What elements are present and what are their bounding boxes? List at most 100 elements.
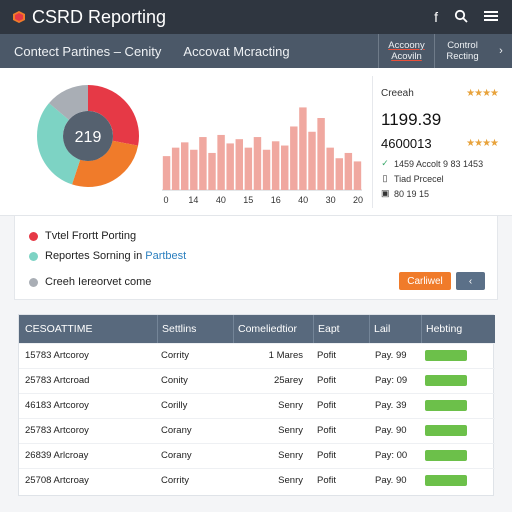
table-cell: 25708 Artcroay xyxy=(25,475,89,486)
x-tick-label: 40 xyxy=(298,195,308,205)
table-cell: Corany xyxy=(161,450,192,461)
calendar-icon: ▣ xyxy=(381,188,390,198)
table-row[interactable]: 25783 Artcroad Conity 25arey Pofit Pay: 09 xyxy=(19,368,495,391)
info-link[interactable]: Partbest xyxy=(145,250,187,262)
table-cell: Pofit xyxy=(317,450,337,461)
bar xyxy=(271,141,280,190)
back-button[interactable]: ‹ xyxy=(456,272,485,290)
bar xyxy=(344,152,353,190)
table-row[interactable]: 26839 Arlcroay Corany Senry Pofit Pay: 00 xyxy=(19,443,495,466)
table-cell: Corrity xyxy=(161,475,189,486)
table-cell: Senry xyxy=(278,450,303,461)
table-row[interactable]: 25783 Artcoroy Corany Senry Pofit Pay. 90 xyxy=(19,418,495,441)
rating-stars-icon: ★★★★ xyxy=(466,138,499,149)
column-header[interactable]: Eapt xyxy=(313,315,340,343)
donut-segment xyxy=(37,85,139,187)
info-text: Tvtel Frortt Porting xyxy=(45,230,137,242)
table-cell: Pofit xyxy=(317,425,337,436)
bar xyxy=(162,156,171,190)
bar xyxy=(317,118,325,190)
info-text: Creeh Iereorvet come xyxy=(45,276,152,288)
info-text: Reportes Sorning in xyxy=(45,250,143,262)
overview-card: 219 0 14 40 15 16 40 30 20 Creeah ★★★★ 1199.39 … xyxy=(0,68,512,216)
status-pill xyxy=(425,475,467,486)
tab-control-recting[interactable]: Control Recting xyxy=(434,34,490,68)
summary-second-value: 4600013 xyxy=(381,136,432,151)
app-title: CSRD Reporting xyxy=(32,6,167,27)
x-tick-label: 40 xyxy=(216,195,226,205)
red-dot-icon xyxy=(29,231,38,241)
table-cell: Pofit xyxy=(317,375,337,386)
meta-text: 1459 Accolt 9 83 1453 xyxy=(394,158,484,169)
column-header[interactable]: Lail xyxy=(369,315,390,343)
status-pill xyxy=(425,350,467,361)
tab-contect-partines[interactable]: Contect Partines – Cenity xyxy=(14,43,162,59)
bar xyxy=(281,145,289,190)
tab-accovat-mcracting[interactable]: Accovat Mcracting xyxy=(183,43,290,59)
table-cell: 25783 Artcoroy xyxy=(25,425,89,436)
column-header[interactable]: Hebting xyxy=(421,315,462,343)
table-row[interactable]: 25708 Artcroay Corrity Senry Pofit Pay. 90 xyxy=(19,468,495,491)
bar xyxy=(290,126,298,190)
bar xyxy=(199,137,207,190)
table-header: CESOATTIME Settlins Comeliedtior Eapt La… xyxy=(19,315,495,343)
summary-meta-row: ✓ 1459 Accolt 9 83 1453 xyxy=(381,158,483,169)
x-tick-label: 14 xyxy=(188,195,198,205)
column-header[interactable]: CESOATTIME xyxy=(25,323,93,335)
bar xyxy=(226,143,234,190)
table-cell: Senry xyxy=(278,400,303,411)
status-pill xyxy=(425,450,467,461)
tab-accoony-acoviln[interactable]: Accoony Acoviln xyxy=(378,34,434,68)
menu-icon[interactable] xyxy=(484,10,498,24)
table-cell: 46183 Artcoroy xyxy=(25,400,89,411)
table-cell: Pay. 90 xyxy=(375,475,407,486)
bar xyxy=(181,142,189,190)
table-cell: Pofit xyxy=(317,475,337,486)
donut-segment xyxy=(37,85,139,187)
chevron-right-icon[interactable]: › xyxy=(499,45,503,57)
meta-text: 80 19 15 xyxy=(394,188,430,199)
column-header[interactable]: Settlins xyxy=(157,315,196,343)
summary-panel: Creeah ★★★★ 1199.39 4600013 ★★★★ ✓ 1459 … xyxy=(372,76,508,208)
info-row: Reportes Sorning in Partbest xyxy=(29,250,186,262)
bar xyxy=(171,147,180,190)
table-cell: Pofit xyxy=(317,400,337,411)
table-cell: Pofit xyxy=(317,350,337,361)
bar xyxy=(335,158,343,190)
table-row[interactable]: 15783 Artcoroy Corrity 1 Mares Pofit Pay. 99 xyxy=(19,343,495,366)
table-cell: Pay. 99 xyxy=(375,350,407,361)
table-cell: 1 Mares xyxy=(268,350,303,361)
check-icon: ✓ xyxy=(381,158,389,168)
table-cell: Conity xyxy=(161,375,188,386)
summary-label: Creeah xyxy=(381,88,414,99)
summary-big-value: 1199.39 xyxy=(381,110,442,129)
bar xyxy=(244,147,253,190)
info-row: Tvtel Frortt Porting xyxy=(29,230,136,242)
teal-dot-icon xyxy=(29,251,38,261)
grey-dot-icon xyxy=(29,277,38,287)
x-tick-label: 0 xyxy=(163,195,168,205)
search-icon[interactable] xyxy=(454,9,468,25)
bar xyxy=(299,107,307,190)
carliwel-button[interactable]: Carliwel xyxy=(399,272,451,290)
meta-text: Tiad Prcecel xyxy=(394,173,444,184)
bar xyxy=(262,149,271,190)
data-table: CESOATTIME Settlins Comeliedtior Eapt La… xyxy=(18,314,495,496)
bar xyxy=(190,149,198,190)
table-cell: 25783 Artcroad xyxy=(25,375,90,386)
table-cell: Corrity xyxy=(161,350,189,361)
table-cell: 26839 Arlcroay xyxy=(25,450,89,461)
summary-meta-row: ▣ 80 19 15 xyxy=(381,188,429,199)
column-header[interactable]: Comeliedtior xyxy=(233,315,297,343)
donut-chart: 219 xyxy=(36,84,140,188)
donut-center xyxy=(63,111,113,161)
sub-navigation: Contect Partines – Cenity Accovat Mcract… xyxy=(0,34,512,68)
bar xyxy=(326,147,334,190)
table-cell: Pay: 00 xyxy=(375,450,408,461)
facebook-icon[interactable]: f xyxy=(434,9,438,25)
status-pill xyxy=(425,400,467,411)
x-tick-label: 16 xyxy=(271,195,281,205)
table-cell: Corany xyxy=(161,425,192,436)
x-tick-label: 20 xyxy=(353,195,363,205)
table-row[interactable]: 46183 Artcoroy Corilly Senry Pofit Pay. 39 xyxy=(19,393,495,416)
